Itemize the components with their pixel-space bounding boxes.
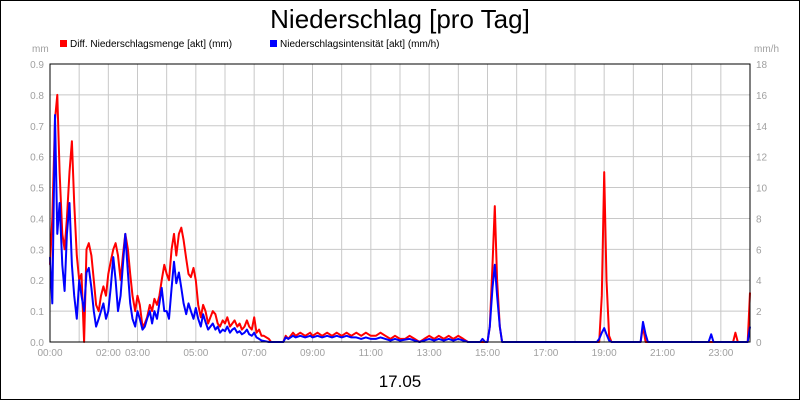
right-tick-label: 0 xyxy=(756,338,762,349)
x-tick-label: 02:00 xyxy=(96,348,121,359)
x-tick-label: 03:00 xyxy=(125,348,150,359)
right-tick-label: 6 xyxy=(756,245,762,256)
legend-label-blue: Niederschlagsintensität [akt] (mm/h) xyxy=(280,39,440,50)
right-tick-label: 14 xyxy=(756,122,768,133)
x-tick-label: 09:00 xyxy=(300,348,325,359)
x-tick-label: 21:00 xyxy=(650,348,675,359)
left-axis-unit: mm xyxy=(32,44,49,55)
left-tick-label: 0.6 xyxy=(30,153,44,164)
x-tick-label: 23:00 xyxy=(708,348,733,359)
plot-border xyxy=(49,63,751,343)
right-tick-label: 12 xyxy=(756,153,768,164)
x-tick-label: 05:00 xyxy=(183,348,208,359)
left-tick-label: 0.8 xyxy=(30,91,44,102)
right-axis-unit: mm/h xyxy=(754,44,779,55)
legend: Diff. Niederschlagsmenge [akt] (mm) Nied… xyxy=(60,39,440,50)
x-tick-label: 00:00 xyxy=(37,348,62,359)
right-tick-label: 4 xyxy=(756,276,762,287)
legend-label-red: Diff. Niederschlagsmenge [akt] (mm) xyxy=(70,39,232,50)
left-tick-label: 0.2 xyxy=(30,276,44,287)
y-axis-labels: 0.0 0 0.1 2 0.2 4 0.3 6 0.4 8 0.5 10 0.6 12 0.7 14 0.8 16… xyxy=(30,60,767,349)
x-tick-label: 11:00 xyxy=(359,348,384,359)
x-axis-labels: 00:00 02:00 03:00 05:00 07:00 09:00 11:00 13:00… xyxy=(37,348,733,359)
chart-title: Niederschlag [pro Tag] xyxy=(270,4,530,34)
left-tick-label: 0.5 xyxy=(30,184,44,195)
series-line-niederschlagsmenge xyxy=(49,93,751,343)
date-label: 17.05 xyxy=(379,372,422,391)
x-tick-label: 17:00 xyxy=(533,348,558,359)
right-tick-label: 16 xyxy=(756,91,768,102)
legend-swatch-red xyxy=(60,40,67,47)
right-tick-label: 8 xyxy=(756,214,762,225)
right-tick-label: 2 xyxy=(756,307,762,318)
right-tick-label: 10 xyxy=(756,184,768,195)
right-tick-label: 18 xyxy=(756,60,768,71)
left-tick-label: 0.1 xyxy=(30,307,44,318)
left-tick-label: 0.7 xyxy=(30,122,44,133)
left-tick-label: 0.4 xyxy=(30,214,44,225)
left-tick-label: 0.3 xyxy=(30,245,44,256)
x-tick-label: 19:00 xyxy=(592,348,617,359)
x-tick-label: 13:00 xyxy=(417,348,442,359)
left-tick-label: 0.9 xyxy=(30,60,44,71)
x-tick-label: 07:00 xyxy=(242,348,267,359)
x-tick-label: 15:00 xyxy=(475,348,500,359)
legend-swatch-blue xyxy=(270,40,277,47)
left-tick-label: 0.0 xyxy=(30,338,44,349)
